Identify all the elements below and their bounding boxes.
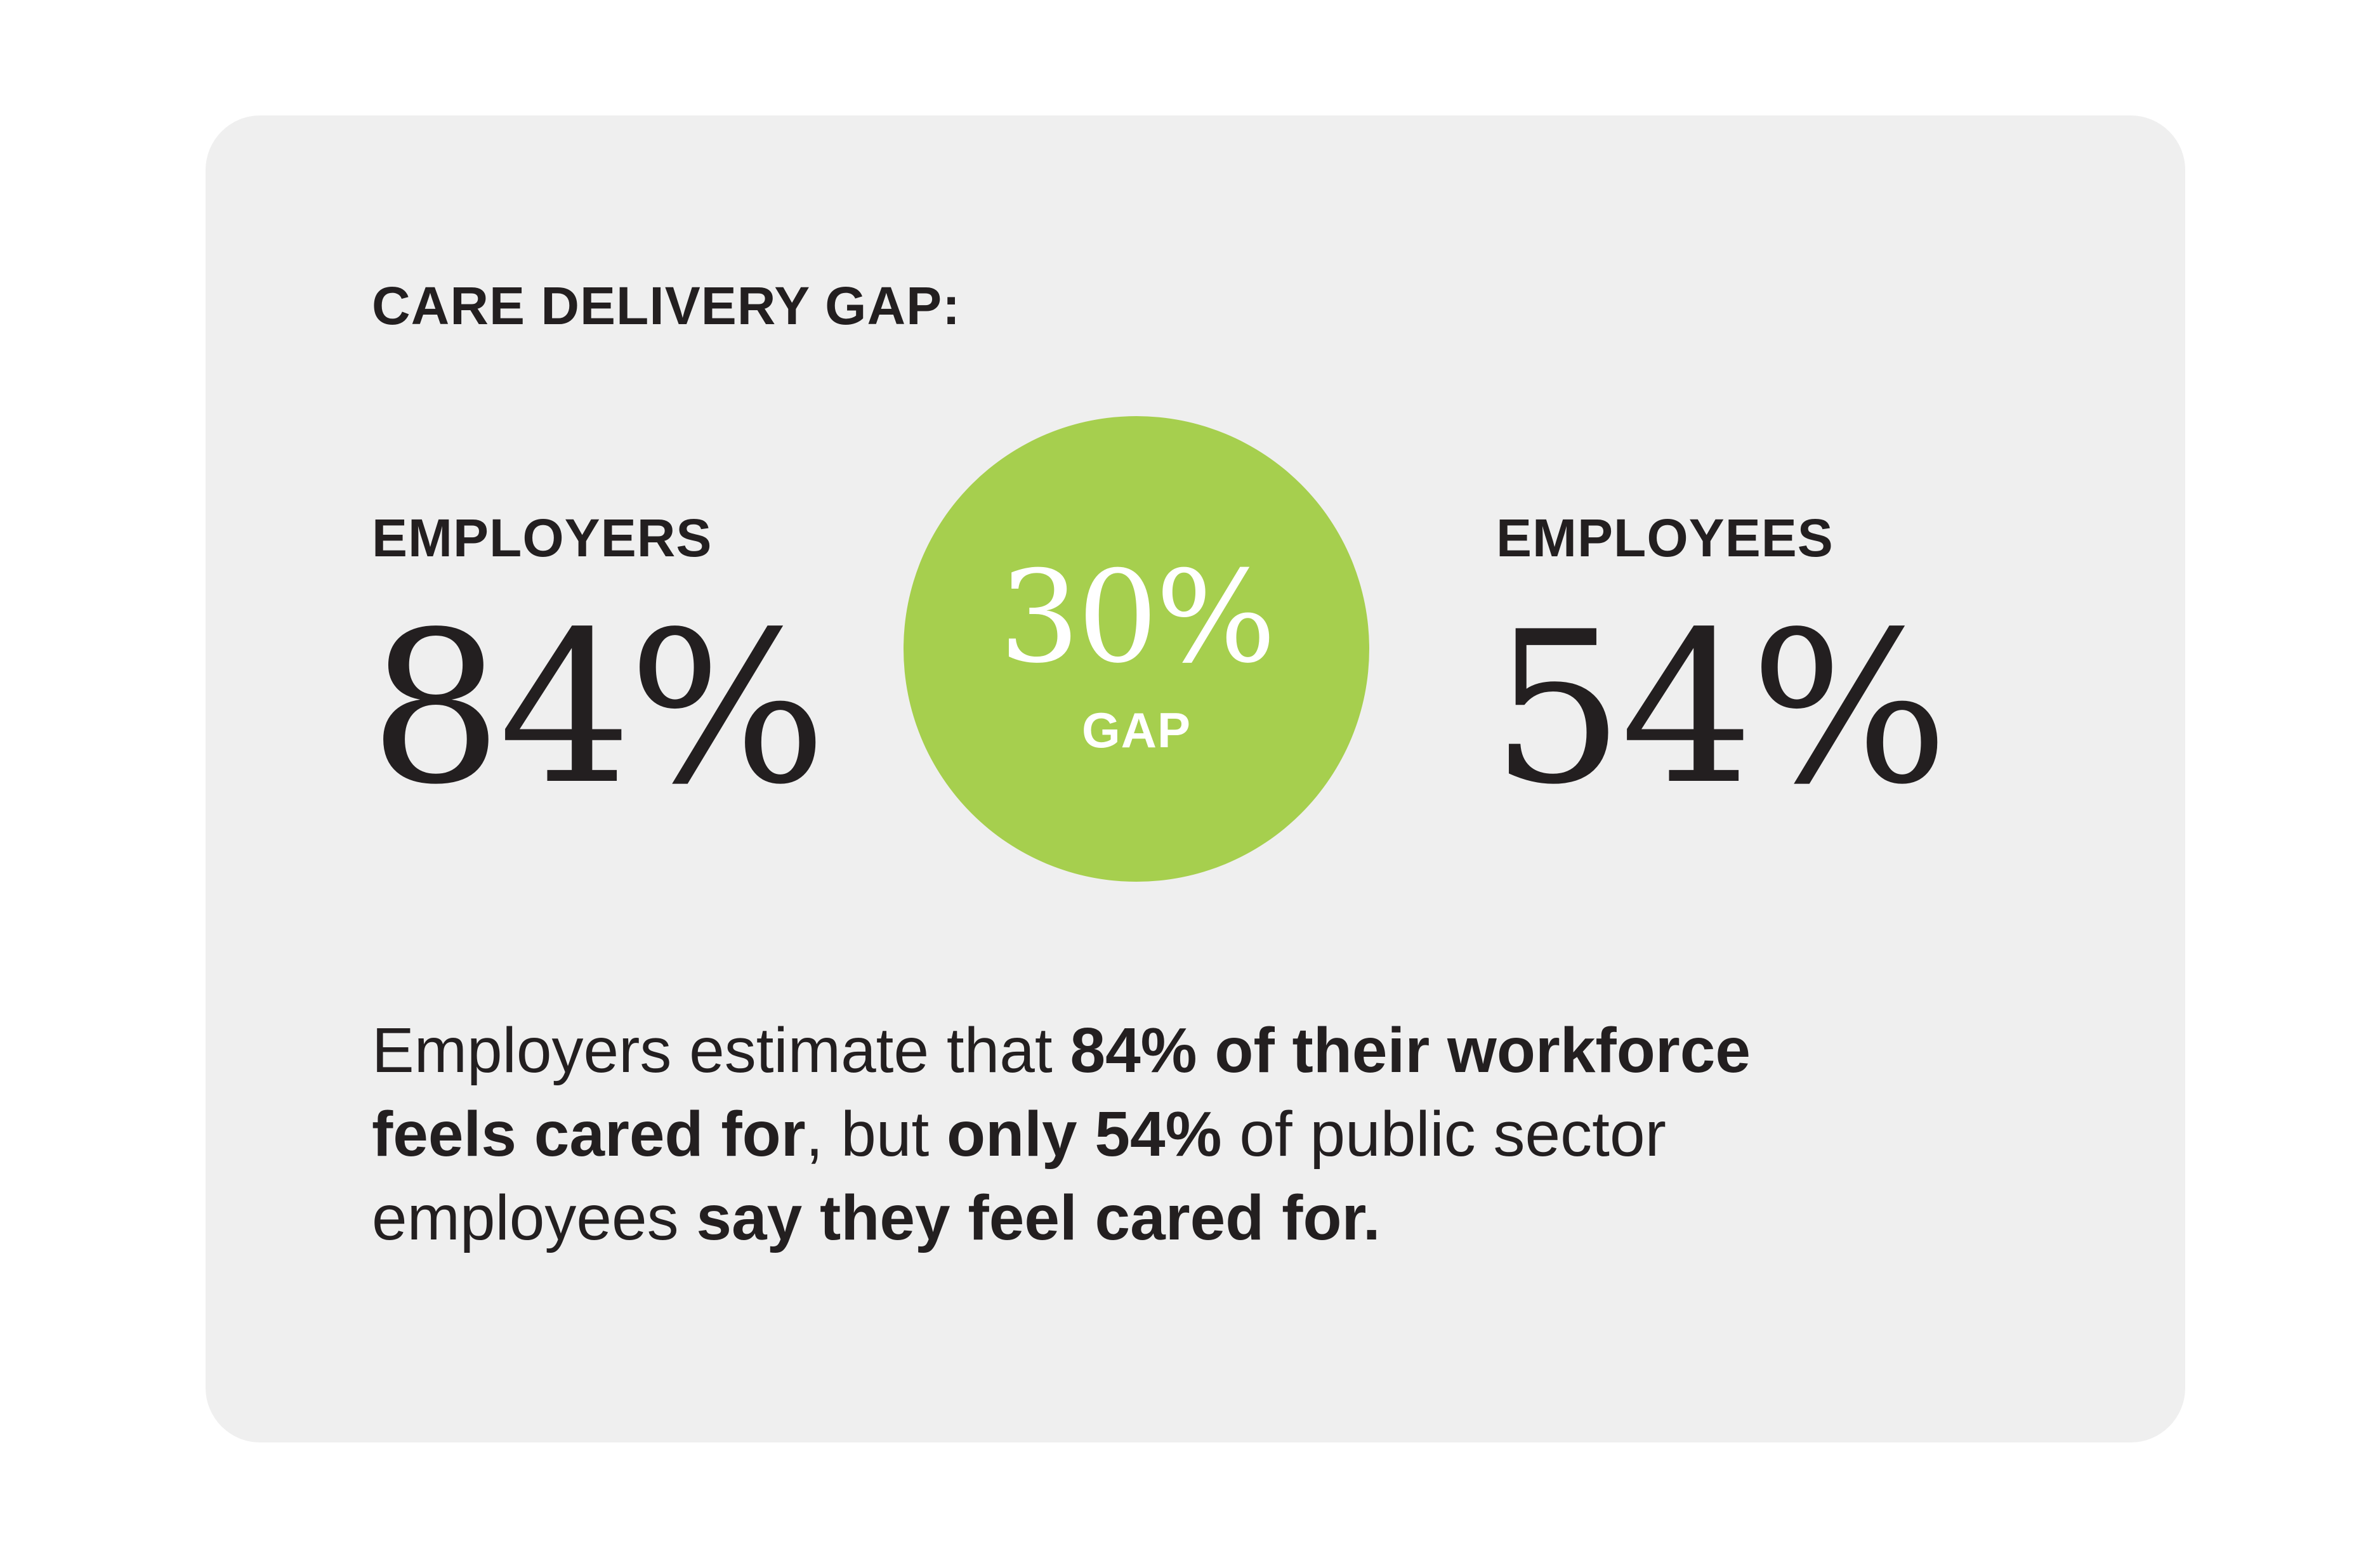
description-emphasis: feels cared for: [372, 1099, 806, 1170]
description-text: Employers estimate that: [372, 1015, 1070, 1086]
description-emphasis: only 54%: [947, 1099, 1222, 1170]
description-emphasis: say they feel cared for.: [696, 1182, 1381, 1253]
gap-label: GAP: [1081, 702, 1192, 758]
employers-value: 84%: [369, 587, 827, 830]
description-text: , but: [805, 1099, 947, 1170]
description-paragraph: Employers estimate that 84% of their wor…: [372, 1009, 1958, 1260]
employees-value: 54%: [1491, 587, 1949, 830]
employers-label: EMPLOYERS: [372, 508, 713, 568]
description-text: of public sector: [1221, 1099, 1666, 1170]
employees-label: EMPLOYEES: [1496, 508, 1834, 568]
card-heading: CARE DELIVERY GAP:: [372, 276, 961, 336]
description-emphasis: 84% of their workforce: [1070, 1015, 1751, 1086]
description-text: employees: [372, 1182, 697, 1253]
gap-circle: 30% GAP: [904, 416, 1369, 882]
gap-value: 30%: [999, 544, 1277, 691]
